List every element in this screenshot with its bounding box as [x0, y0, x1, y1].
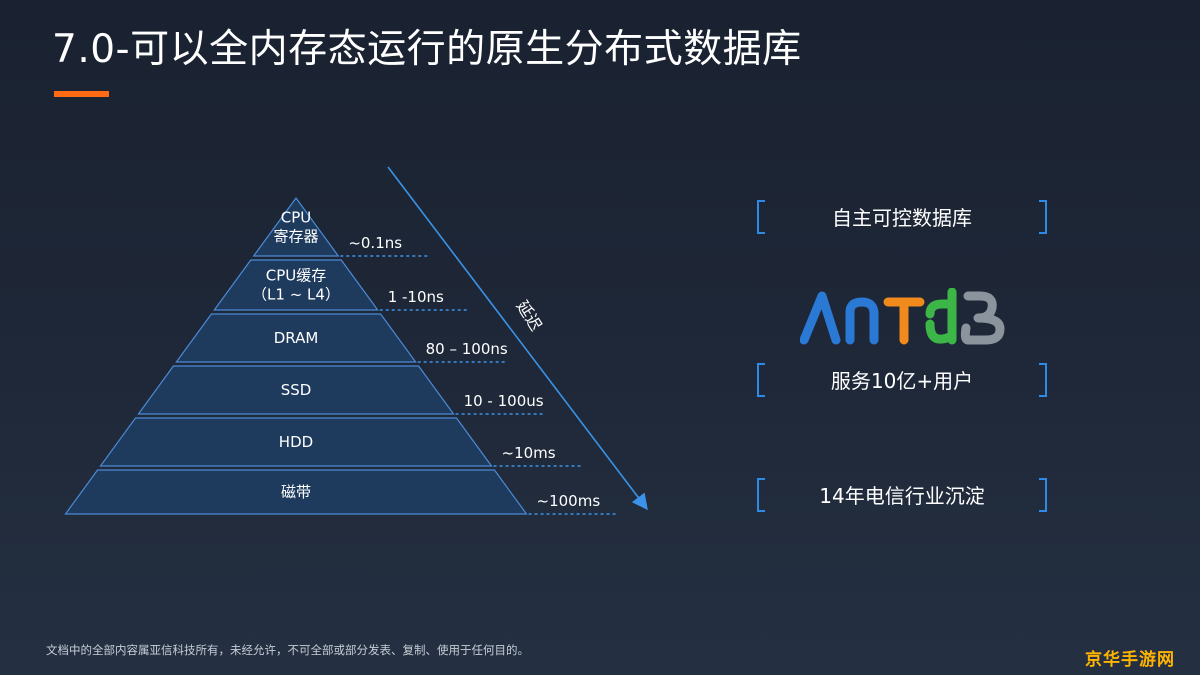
pyramid-tier	[64, 469, 528, 515]
tier-label: DRAM	[274, 329, 319, 347]
watermark: 京华手游网	[1085, 650, 1175, 670]
pyramid-tier	[213, 259, 379, 311]
latency-axis-label: 延迟	[513, 297, 546, 334]
antdb-logo	[799, 287, 1010, 352]
latency-arrow	[387, 166, 648, 511]
latency-label: 1 -10ns	[388, 288, 444, 306]
tier-label: （L1 ~ L4）	[252, 286, 340, 304]
tier-label: 磁带	[281, 483, 311, 501]
feature-label: 自主可控数据库	[832, 206, 972, 230]
right-bracket	[1039, 478, 1047, 512]
latency-label: 80 – 100ns	[426, 340, 508, 358]
pyramid-tier	[99, 417, 493, 467]
feature-label: 14年电信行业沉淀	[819, 484, 985, 508]
tier-label: SSD	[281, 381, 312, 399]
tier-label: CPU	[281, 209, 312, 227]
pyramid-tier	[252, 196, 340, 257]
feature-item-telecom: 14年电信行业沉淀	[757, 478, 1047, 514]
right-bracket	[1039, 363, 1047, 397]
left-bracket	[757, 363, 765, 397]
right-bracket	[1039, 200, 1047, 234]
tier-label: HDD	[279, 433, 313, 451]
feature-label: 服务10亿+用户	[830, 369, 974, 393]
pyramid-tier	[137, 365, 455, 415]
pyramid-tier	[175, 313, 417, 363]
tier-label: 寄存器	[273, 228, 318, 246]
slide-title: 7.0-可以全内存态运行的原生分布式数据库	[52, 27, 802, 72]
feature-item-users: 服务10亿+用户	[757, 363, 1047, 399]
title-accent-bar	[54, 91, 109, 97]
left-bracket	[757, 200, 765, 234]
tier-label: CPU缓存	[266, 267, 327, 285]
latency-label: ~100ms	[537, 492, 601, 510]
latency-label: ~0.1ns	[348, 234, 402, 252]
latency-label: ~10ms	[502, 444, 556, 462]
left-bracket	[757, 478, 765, 512]
feature-item-autonomous: 自主可控数据库	[757, 200, 1047, 236]
copyright-footer: 文档中的全部内容属亚信科技所有，未经允许，不可全部或部分发表、复制、使用于任何目…	[46, 643, 529, 657]
latency-label: 10 - 100us	[464, 392, 544, 410]
